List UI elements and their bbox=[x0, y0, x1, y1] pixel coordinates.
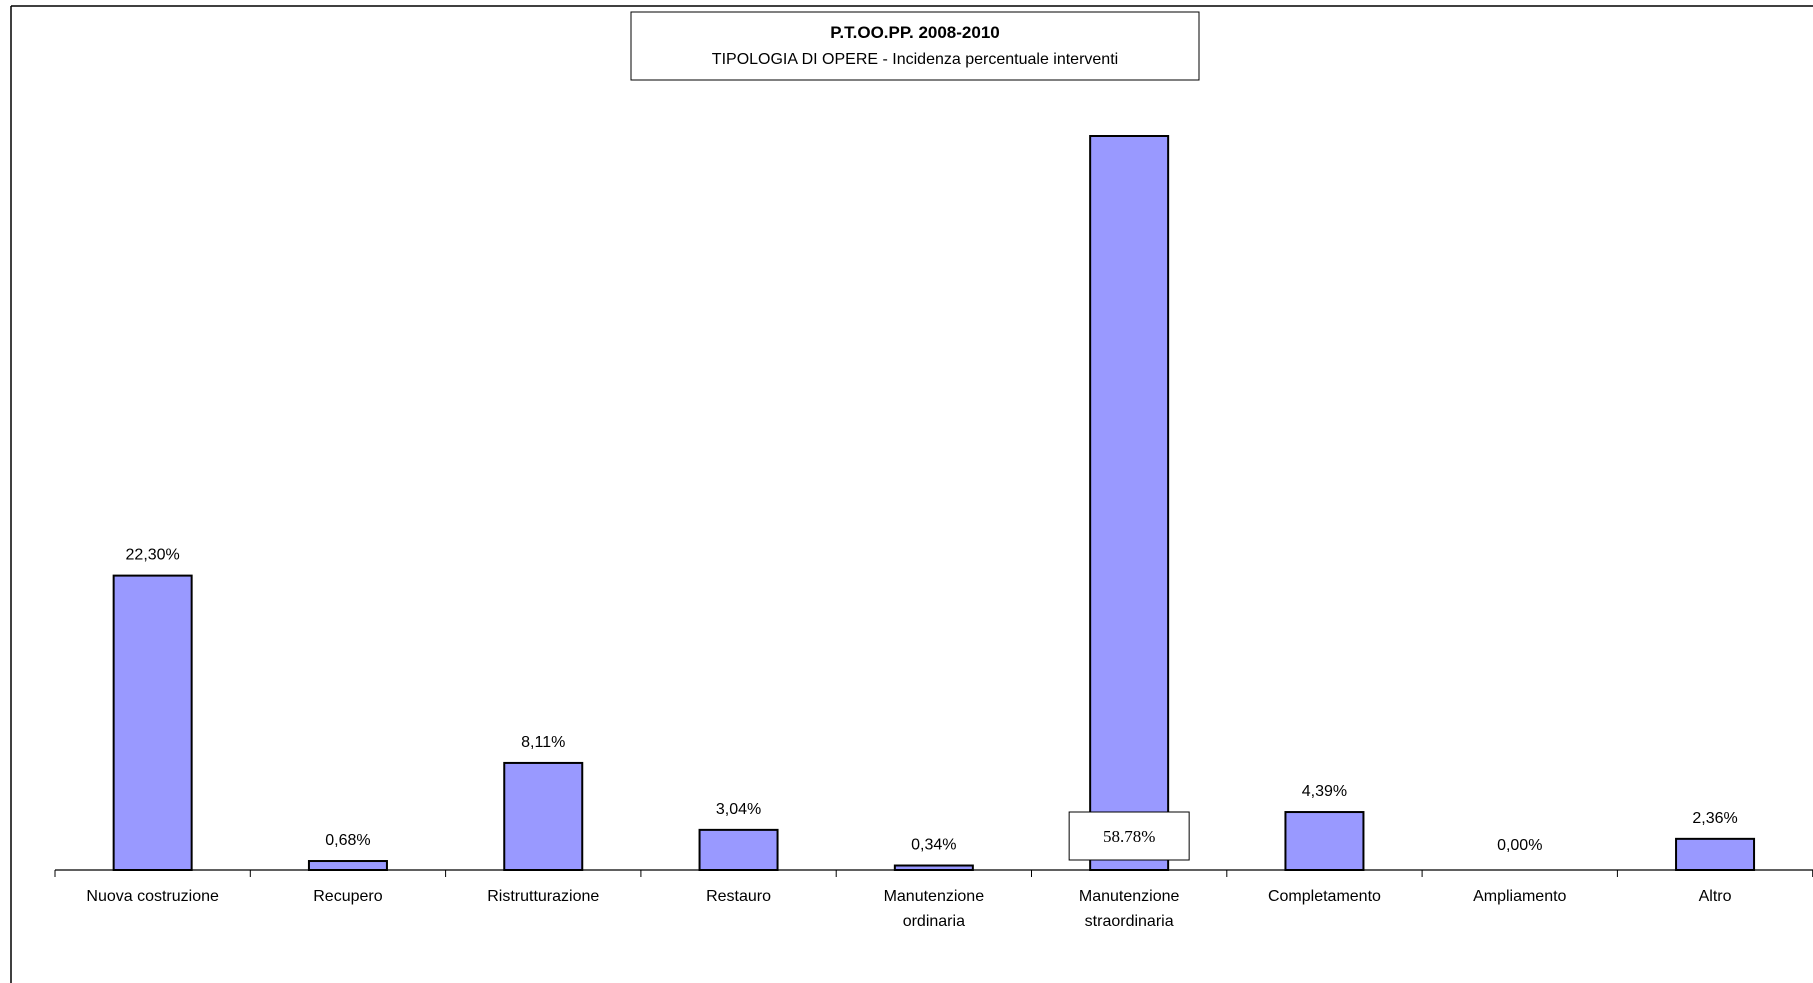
bar bbox=[112, 574, 193, 871]
data-label-box bbox=[1068, 811, 1190, 861]
data-label: 3,04% bbox=[716, 801, 761, 818]
category-label: Manutenzione bbox=[884, 888, 985, 905]
data-label: 58.78% bbox=[1103, 827, 1155, 846]
chart-title: P.T.OO.PP. 2008-2010 bbox=[830, 23, 1000, 42]
data-label: 22,30% bbox=[126, 547, 180, 564]
chart-title-box: P.T.OO.PP. 2008-2010 TIPOLOGIA DI OPERE … bbox=[630, 11, 1200, 81]
category-label: straordinaria bbox=[1085, 913, 1174, 930]
bar bbox=[503, 761, 584, 872]
bar bbox=[893, 864, 974, 872]
category-label: Nuova costruzione bbox=[86, 888, 219, 905]
bar bbox=[307, 860, 388, 871]
bar bbox=[698, 828, 779, 871]
category-label: ordinaria bbox=[903, 913, 965, 930]
category-label: Manutenzione bbox=[1079, 888, 1180, 905]
category-label: Ampliamento bbox=[1473, 888, 1566, 905]
data-label: 2,36% bbox=[1692, 810, 1737, 827]
data-label: 0,00% bbox=[1497, 837, 1542, 854]
title-frame bbox=[630, 11, 1200, 81]
plot-area: 22,30% Nuova costruzione 0,68% Recupero 8,11… bbox=[54, 135, 1813, 930]
category-label: Altro bbox=[1699, 888, 1732, 905]
data-label: 0,68% bbox=[325, 832, 370, 849]
category-label: Recupero bbox=[313, 888, 382, 905]
chart-subtitle: TIPOLOGIA DI OPERE - Incidenza percentua… bbox=[712, 51, 1118, 68]
bar bbox=[1675, 837, 1756, 871]
data-label: 8,11% bbox=[521, 734, 565, 751]
category-label: Ristrutturazione bbox=[487, 888, 599, 905]
category-label: Restauro bbox=[706, 888, 771, 905]
data-label: 4,39% bbox=[1302, 783, 1347, 800]
category-label: Completamento bbox=[1268, 888, 1381, 905]
data-label: 0,34% bbox=[911, 837, 956, 854]
bar bbox=[1284, 811, 1365, 871]
bar bbox=[1089, 135, 1170, 871]
